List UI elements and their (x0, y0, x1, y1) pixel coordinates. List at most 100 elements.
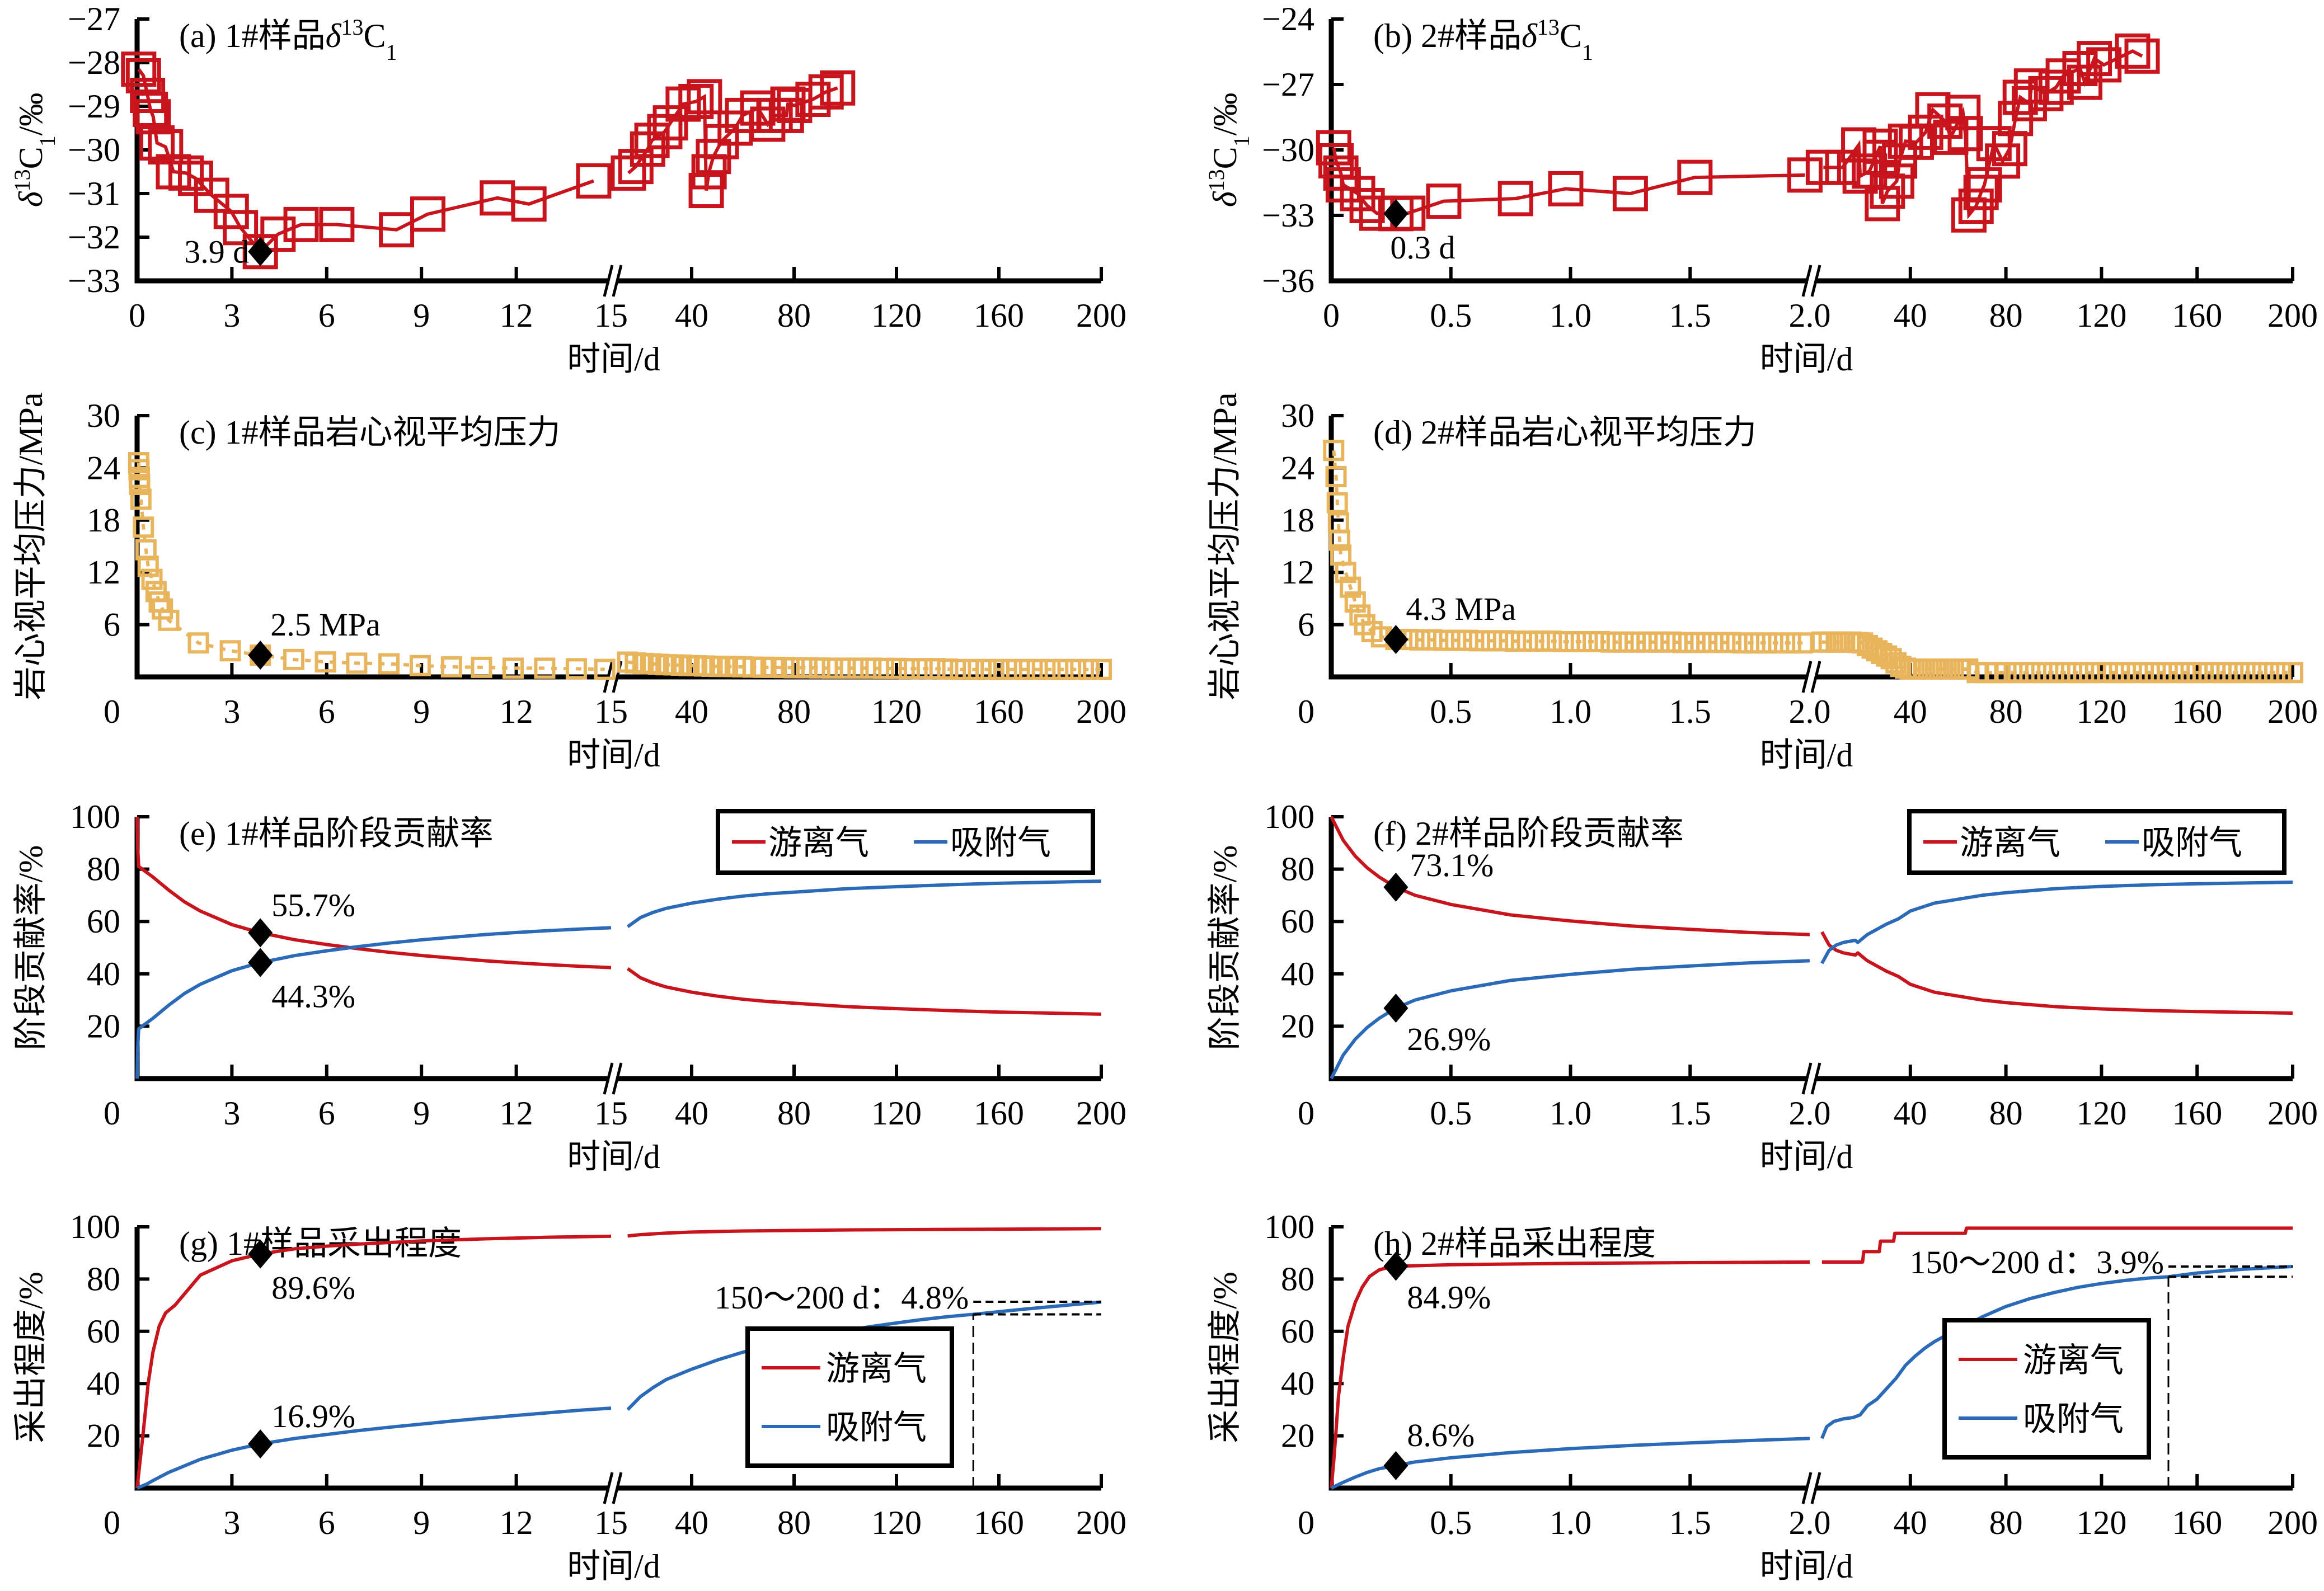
y-tick-label: 18 (87, 502, 120, 539)
x-axis-label: 时间/d (1760, 737, 1853, 774)
diamond-marker (248, 641, 273, 670)
data-point (665, 86, 701, 122)
data-point (125, 58, 161, 93)
x-tick-label: 40 (1894, 1095, 1927, 1132)
data-point (911, 658, 933, 680)
data-point (1565, 630, 1586, 652)
x-tick-label: 1.0 (1550, 693, 1591, 730)
data-point (2138, 662, 2160, 684)
y-tick-label: 80 (87, 1260, 120, 1297)
y-axis-label: 岩心视平均压力/MPa (12, 392, 49, 700)
y-tick-label: 40 (87, 955, 120, 992)
y-tick-label: −24 (1262, 1, 1314, 37)
data-point (129, 473, 151, 495)
series-line-right (626, 967, 1102, 1016)
y-tick-label: −30 (1262, 131, 1314, 168)
data-point (1039, 658, 1061, 680)
data-point (1576, 630, 1598, 652)
legend-label-adsorbed-gas: 吸附气 (826, 1409, 927, 1446)
data-point (652, 105, 688, 141)
data-point (2258, 662, 2280, 684)
data-point (1052, 658, 1074, 680)
y-tick-label: −31 (68, 175, 120, 212)
data-point (1445, 629, 1467, 651)
data-point (1612, 176, 1648, 211)
data-point (1328, 529, 1350, 551)
y-tick-label: −33 (1262, 197, 1314, 234)
data-point (886, 657, 907, 679)
data-point (847, 657, 869, 679)
data-point (594, 658, 616, 680)
x-axis-label: 时间/d (567, 737, 660, 774)
x-tick-label: 9 (413, 693, 430, 730)
series-line-left (135, 816, 612, 969)
y-tick-label: −28 (68, 44, 120, 81)
data-point (141, 568, 163, 590)
x-tick-label: 200 (2267, 693, 2318, 730)
series-left-segment (128, 452, 616, 680)
x-tick-label: 160 (2172, 1504, 2222, 1541)
data-point (133, 516, 154, 538)
origin-tick-label: 0 (104, 1095, 120, 1132)
legend-box (1942, 1318, 2151, 1460)
data-point (1481, 630, 1503, 652)
data-point (1426, 183, 1462, 219)
data-point (1966, 167, 2002, 203)
legend-box (1907, 809, 2287, 875)
x-tick-label: 6 (318, 1095, 335, 1132)
x-tick-label: 12 (500, 1504, 533, 1541)
chart-panel-h: 20 40 60 80 100 0 0.5 1.0 1.5 2.0 40 80 120 160 200 时间/… (1206, 1208, 2318, 1585)
data-point (2246, 662, 2267, 684)
x-tick-label: 15 (594, 297, 628, 334)
x-tick-label: 40 (1894, 297, 1927, 334)
data-point (1505, 630, 1527, 652)
axis-break-mark (1810, 1472, 1821, 1504)
x-axis-label: 时间/d (1760, 1138, 1853, 1175)
x-tick-label: 160 (974, 297, 1024, 334)
data-point (1985, 143, 2021, 179)
x-tick-label: 120 (871, 297, 922, 334)
y-tick-label: 40 (1281, 955, 1314, 992)
data-point (2162, 662, 2184, 684)
legend-label-free-gas: 游离气 (826, 1350, 927, 1387)
x-axis-label: 时间/d (567, 1138, 660, 1175)
data-point (1325, 465, 1347, 487)
x-tick-label: 1.0 (1550, 1504, 1591, 1541)
y-tick-label: 100 (1264, 1208, 1314, 1245)
data-point (2174, 662, 2196, 684)
series-free-gas (1330, 1226, 2293, 1489)
data-point (1612, 631, 1634, 653)
x-tick-label: 80 (1989, 297, 2023, 334)
x-tick-label: 1.5 (1669, 297, 1711, 334)
point-annotation: 84.9% (1407, 1279, 1491, 1316)
x-tick-label: 160 (2172, 297, 2222, 334)
axis-break-mark (603, 265, 614, 297)
x-tick-label: 200 (2267, 297, 2318, 334)
x-tick-label: 200 (1076, 1095, 1126, 1132)
point-annotation: 89.6% (271, 1270, 355, 1306)
panel-title: (e) 1#样品阶段贡献率 (179, 815, 494, 852)
series-adsorbed-gas (135, 879, 1102, 1079)
data-point (137, 556, 159, 577)
data-point (502, 657, 524, 679)
data-point (378, 653, 400, 675)
diamond-marker (248, 1429, 273, 1459)
chart-panel-g: 20 40 60 80 100 0 3 6 9 12 15 40 80 120 160 200 时间/d 采出程度… (12, 1208, 1126, 1585)
data-point (2077, 41, 2112, 77)
legend: 游离气吸附气 (716, 809, 1095, 875)
series-line (137, 68, 594, 255)
y-tick-label: 60 (1281, 1313, 1314, 1350)
point-annotation: 55.7% (271, 887, 355, 923)
diamond-marker (248, 948, 273, 977)
point-annotation: 4.3 MPa (1406, 591, 1516, 627)
x-tick-label: 2.0 (1789, 1095, 1831, 1132)
y-tick-label: 12 (87, 554, 120, 591)
data-point (1548, 171, 1584, 206)
diamond-marker (248, 237, 273, 266)
x-tick-label: 15 (594, 693, 628, 730)
series-right-segment (1811, 631, 2303, 684)
x-tick-label: 80 (777, 297, 811, 334)
range-annotation: 150～200 d：4.8% (715, 1279, 969, 1316)
series-line-left (1330, 959, 1810, 1080)
